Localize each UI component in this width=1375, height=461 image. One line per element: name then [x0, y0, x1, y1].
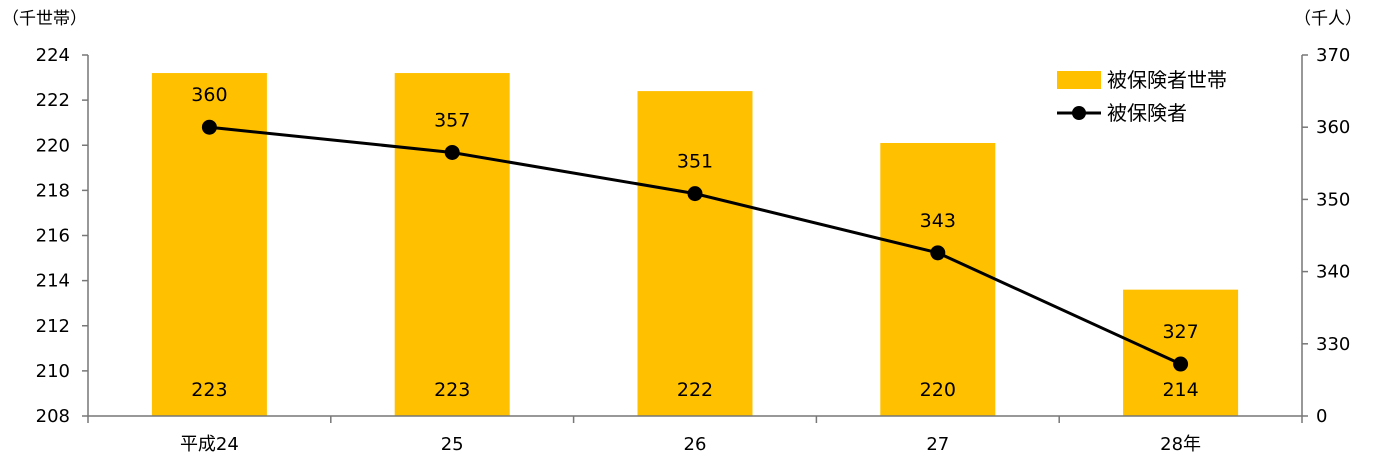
legend-label-bar: 被保険者世帯	[1107, 68, 1227, 92]
bar-4	[1123, 289, 1239, 416]
bars-layer	[151, 73, 1239, 417]
x-tick-label-0: 平成24	[180, 434, 239, 455]
left-tick-label-2: 212	[36, 316, 70, 337]
bar-data-label-4: 214	[1162, 379, 1198, 401]
bar-1	[394, 73, 510, 417]
right-tick-label-1: 330	[1316, 334, 1350, 355]
line-data-label-3: 343	[920, 210, 956, 232]
x-tick-label-4: 28年	[1160, 434, 1201, 455]
line-point-3	[930, 245, 946, 261]
line-data-label-0: 360	[191, 84, 227, 106]
x-tick-label-3: 27	[926, 434, 949, 455]
left-tick-label-3: 214	[36, 271, 70, 292]
left-tick-label-5: 218	[36, 180, 70, 201]
left-axis-unit-group: （千世帯）	[2, 9, 87, 29]
line-point-4	[1173, 356, 1189, 372]
right-tick-label-2: 340	[1316, 262, 1350, 283]
line-data-label-1: 357	[434, 109, 470, 131]
bar-data-label-2: 222	[677, 379, 713, 401]
bar-data-label-0: 223	[191, 379, 227, 401]
line-data-label-4: 327	[1162, 321, 1198, 343]
left-tick-label-1: 210	[36, 361, 70, 382]
right-tick-label-4: 360	[1316, 117, 1350, 138]
line-point-0	[201, 119, 217, 135]
right-axis-unit-group: （千人）	[1294, 9, 1362, 29]
right-tick-label-5: 370	[1316, 45, 1350, 66]
right-axis-unit: （千人）	[1294, 9, 1362, 29]
left-tick-label-6: 220	[36, 135, 70, 156]
bar-data-label-1: 223	[434, 379, 470, 401]
line-data-label-2: 351	[677, 151, 713, 173]
right-tick-label-3: 350	[1316, 189, 1350, 210]
bar-2	[637, 91, 753, 416]
line-point-2	[687, 186, 703, 202]
x-tick-label-2: 26	[684, 434, 707, 455]
x-tick-label-1: 25	[441, 434, 464, 455]
legend-swatch-marker	[1072, 106, 1086, 120]
left-tick-label-8: 224	[36, 45, 70, 66]
left-tick-label-0: 208	[36, 406, 70, 427]
line-point-1	[444, 144, 460, 160]
labels-layer: 360 357 351 343 327 223 223 222 220 214	[191, 84, 1198, 401]
legend-label-line: 被保険者	[1107, 101, 1187, 125]
bar-3	[880, 142, 996, 416]
left-tick-label-7: 222	[36, 90, 70, 111]
line-layer	[201, 119, 1189, 372]
bar-data-label-3: 220	[920, 379, 956, 401]
left-tick-label-4: 216	[36, 226, 70, 247]
legend-swatch-bar	[1057, 71, 1101, 89]
right-tick-label-0: 0	[1316, 406, 1327, 427]
left-axis-unit: （千世帯）	[2, 9, 87, 29]
axes-layer: 208 210 212 214 216 218 220 222 224 0 330 340 350 360…	[36, 45, 1351, 455]
